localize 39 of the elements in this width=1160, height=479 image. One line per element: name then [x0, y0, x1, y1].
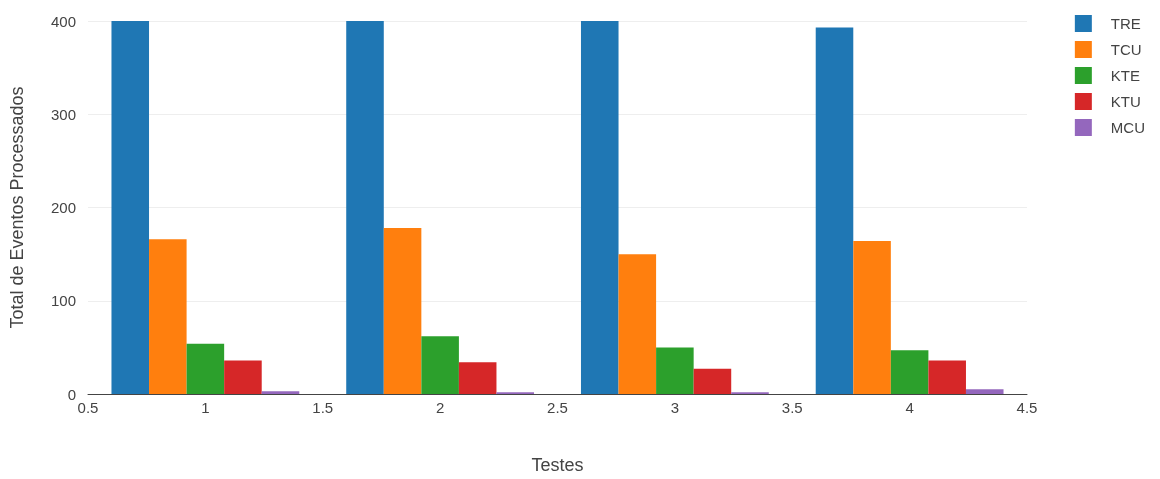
y-tick-label: 0 [67, 385, 76, 403]
bar [224, 360, 262, 394]
legend-label: TRE [1110, 15, 1141, 32]
bar [656, 347, 694, 394]
x-tick-label: 4.5 [1016, 399, 1038, 416]
bar [853, 241, 891, 394]
x-axis-title: Testes [531, 455, 584, 475]
x-tick-label: 4 [905, 399, 914, 416]
y-tick-label: 200 [50, 199, 76, 216]
bar [186, 343, 225, 394]
bar [693, 368, 732, 394]
x-tick-label: 1 [201, 399, 210, 416]
y-axis-title: Total de Eventos Processados [7, 86, 27, 329]
y-tick-label: 400 [50, 12, 76, 30]
legend-label: MCU [1110, 119, 1146, 136]
bar [261, 391, 300, 394]
x-tick-label: 3.5 [781, 399, 803, 416]
y-tick-label: 300 [50, 105, 76, 123]
bar [111, 21, 150, 394]
bar [580, 21, 619, 394]
bar [149, 239, 187, 394]
bar [421, 336, 459, 394]
bar [618, 254, 657, 394]
bar [965, 389, 1004, 394]
legend-label: TCU [1110, 41, 1142, 58]
x-tick-label: 1.5 [312, 399, 334, 416]
legend-label: KTU [1110, 93, 1141, 110]
bar [458, 362, 497, 394]
bar [890, 350, 929, 394]
bar [928, 360, 966, 394]
x-tick-label: 0.5 [77, 399, 99, 416]
bar [346, 21, 384, 394]
bar [815, 27, 854, 394]
bar [383, 228, 422, 394]
x-tick-label: 2.5 [547, 399, 568, 416]
y-tick-label: 100 [50, 292, 76, 310]
legend-label: KTE [1110, 67, 1141, 84]
x-tick-label: 3 [670, 399, 680, 416]
x-tick-label: 2 [435, 399, 445, 416]
